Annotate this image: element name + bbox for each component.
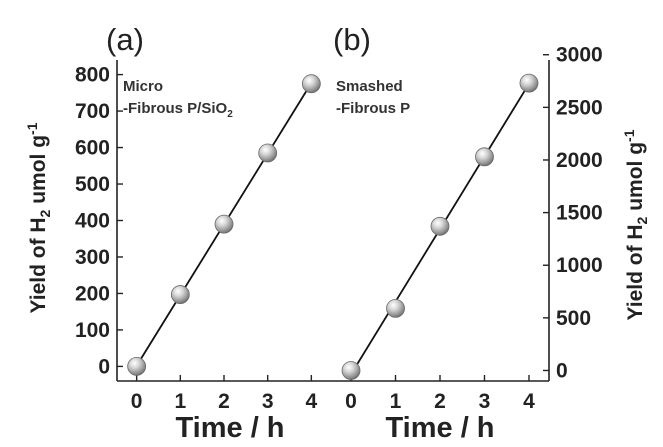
panel-b-y-axis-title: Yield of H2 umol g-1	[621, 129, 650, 320]
panel-a-y-title-superscript: -1	[24, 122, 40, 135]
panel-b-data-points	[341, 73, 539, 380]
panel-a-annotation-line2: -Fibrous P/SiO2	[123, 100, 233, 120]
panel-a-x-tick-label: 2	[218, 390, 230, 413]
panel-b-x-tick-label: 4	[523, 390, 535, 413]
panel-b-y-tick-label: 2500	[556, 96, 603, 119]
panel-a-y-axis-title: Yield of H2 umol g-1	[24, 122, 53, 313]
panel-b-label: (b)	[333, 22, 371, 57]
panel-b-y-title-unit: umol g	[624, 142, 647, 217]
panel-a-data-point	[214, 214, 234, 234]
panel-b-x-tick-label: 2	[434, 390, 446, 413]
panel-b-y-tick-label: 1000	[556, 254, 603, 277]
panel-a-data-points	[127, 74, 321, 376]
panel-b-data-point	[519, 73, 539, 93]
panel-a-y-tick-label: 100	[75, 319, 110, 342]
panel-a-x-axis-title: Time / h	[175, 412, 284, 444]
panel-b-x-axis-title: Time / h	[385, 412, 494, 444]
panel-a-label: (a)	[106, 22, 144, 57]
panel-b-y-tick-label: 3000	[556, 44, 603, 67]
panel-a-data-point	[301, 74, 321, 94]
panel-a-axes: 0 1 2 3 4 0 100 200 300 400 500 600 700 800	[75, 60, 331, 413]
panel-b-y-tick-label: 500	[556, 307, 591, 330]
panel-b-data-point	[341, 361, 361, 380]
panel-a-annotation-subscript: 2	[227, 109, 233, 120]
panel-b-y-tick-label: 0	[556, 359, 568, 382]
panel-a-x-tick-label: 0	[131, 390, 143, 413]
panel-a-data-point	[170, 285, 190, 304]
panel-b-data-point	[475, 147, 494, 167]
panel-a-chart: (a) Micro -Fibrous P/SiO2 Time / h Yield…	[24, 22, 331, 444]
panel-b-y-title-superscript: -1	[621, 129, 637, 142]
panel-a-y-tick-label: 800	[75, 64, 110, 87]
panel-a-data-point	[258, 143, 278, 163]
panel-b-data-point	[386, 298, 405, 318]
panel-a-x-tick-label: 3	[262, 390, 274, 413]
panel-a-y-title-unit: umol g	[27, 135, 50, 210]
panel-a-x-tick-label: 1	[174, 390, 186, 413]
panel-a-y-tick-label: 600	[75, 137, 110, 160]
panel-a-data-point	[127, 357, 147, 376]
panel-b-y-title-main: Yield of H	[624, 224, 647, 320]
panel-a-x-tick-label: 4	[306, 390, 318, 413]
panel-b-annotation-line2: -Fibrous P	[336, 100, 410, 117]
panel-a-y-title-subscript: 2	[37, 209, 53, 217]
panel-a-y-tick-label: 400	[75, 210, 110, 233]
panel-a-y-tick-label: 0	[98, 355, 110, 378]
panel-b-y-tick-label: 1500	[556, 202, 603, 225]
panel-b-annotation-line1: Smashed	[336, 78, 403, 95]
panel-a-y-tick-label: 500	[75, 173, 110, 196]
panel-b-data-point	[430, 216, 450, 236]
panel-a-y-tick-label: 700	[75, 100, 110, 123]
panel-b-chart: (b) Smashed -Fibrous P Time / h Yield of…	[331, 22, 650, 444]
panel-b-x-tick-label: 1	[390, 390, 402, 413]
panel-a-y-tick-label: 300	[75, 246, 110, 269]
panel-b-x-tick-label: 0	[345, 390, 357, 413]
panel-a-y-tick-label: 200	[75, 282, 110, 305]
panel-b-y-tick-label: 2000	[556, 149, 603, 172]
panel-a-annotation-line2-main: -Fibrous P/SiO	[123, 100, 228, 117]
panel-b-x-tick-label: 3	[479, 390, 491, 413]
panel-a-y-title-main: Yield of H	[27, 217, 50, 313]
panel-b-y-title-subscript: 2	[634, 216, 650, 224]
panel-a-annotation-line1: Micro	[123, 78, 163, 95]
